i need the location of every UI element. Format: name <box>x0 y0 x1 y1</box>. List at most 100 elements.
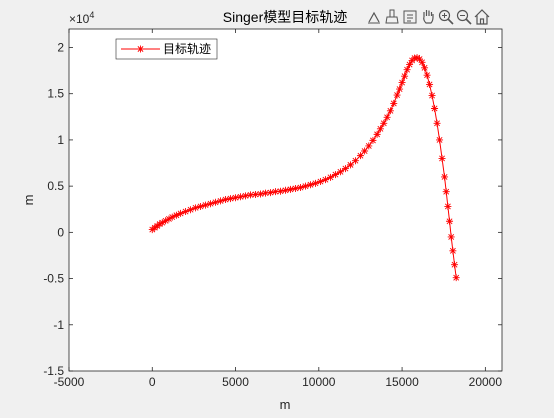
data-point-marker <box>411 54 419 62</box>
data-point-marker <box>237 193 245 201</box>
data-point-marker <box>373 130 381 138</box>
plot-area[interactable] <box>68 28 503 372</box>
data-point-marker <box>452 274 460 282</box>
brush-icon[interactable] <box>384 9 400 25</box>
y-tick-label: 2 <box>57 40 64 54</box>
data-point-marker <box>433 119 441 127</box>
data-point-marker <box>321 176 329 184</box>
data-point-marker <box>153 222 161 230</box>
y-tick-label: 0.5 <box>47 179 64 193</box>
data-point-marker <box>286 185 294 193</box>
data-point-marker <box>421 64 429 72</box>
data-point-marker <box>158 219 166 227</box>
data-point-marker <box>418 58 426 66</box>
legend[interactable]: 目标轨迹 <box>115 38 218 60</box>
data-point-marker <box>272 188 280 196</box>
series-layer <box>148 54 460 282</box>
data-point-marker <box>252 190 260 198</box>
x-tick-label: 0 <box>149 375 156 389</box>
data-point-marker <box>331 171 339 179</box>
data-point-marker <box>401 72 409 80</box>
data-point-marker <box>232 194 240 202</box>
data-point-marker <box>444 202 452 210</box>
y-tick-label: 1 <box>57 133 64 147</box>
legend-marker <box>137 45 144 53</box>
data-point-marker <box>438 154 446 162</box>
data-point-marker <box>380 119 388 127</box>
y-tick-label: -1.5 <box>43 364 64 378</box>
data-point-marker <box>172 211 180 219</box>
data-point-marker <box>356 152 364 160</box>
data-point-marker <box>436 136 444 144</box>
legend-entry-label: 目标轨迹 <box>163 42 211 56</box>
home-icon[interactable] <box>474 9 490 25</box>
data-point-marker <box>403 66 411 74</box>
data-point-marker <box>390 99 398 107</box>
data-point-marker <box>423 71 431 79</box>
x-tick-label: 5000 <box>222 375 249 389</box>
data-point-marker <box>396 85 404 93</box>
data-point-marker <box>447 233 455 241</box>
data-tips-icon[interactable] <box>366 9 382 25</box>
data-point-marker <box>148 226 156 234</box>
legend-box <box>115 38 218 60</box>
y-tick-label: 0 <box>57 225 64 239</box>
data-point-marker <box>413 54 421 62</box>
data-point-marker <box>277 187 285 195</box>
data-point-marker <box>151 224 159 232</box>
data-point-marker <box>311 179 319 187</box>
axes-toolbar <box>366 8 490 25</box>
y-exponent-label: ×104 <box>69 10 94 26</box>
data-point-marker <box>227 195 235 203</box>
data-point-marker <box>182 208 190 216</box>
data-point-marker <box>369 136 377 144</box>
data-point-marker <box>428 92 436 100</box>
link-plot-icon[interactable] <box>402 9 418 25</box>
data-point-marker <box>346 161 354 169</box>
axis-ticks <box>68 29 502 372</box>
zoom-in-icon[interactable] <box>438 9 454 25</box>
data-point-marker <box>168 213 176 221</box>
data-point-marker <box>361 147 369 155</box>
zoom-out-icon[interactable] <box>456 9 472 25</box>
data-point-marker <box>156 220 164 228</box>
data-point-marker <box>386 107 394 115</box>
data-point-marker <box>162 217 170 225</box>
data-point-marker <box>282 186 289 194</box>
chart-title: Singer模型目标轨迹 <box>223 9 347 25</box>
data-point-marker <box>376 125 384 133</box>
data-point-marker <box>341 165 349 173</box>
data-point-marker <box>212 198 220 206</box>
data-point-marker <box>416 55 424 63</box>
y-axis-label: m <box>21 195 36 206</box>
data-point-marker <box>192 204 200 212</box>
x-axis-label: m <box>280 397 291 412</box>
data-point-marker <box>137 45 144 53</box>
data-point-marker <box>165 215 173 223</box>
data-point-marker <box>217 197 225 205</box>
series-line <box>151 57 457 278</box>
data-point-marker <box>296 184 304 192</box>
data-point-marker <box>431 104 439 112</box>
data-point-marker <box>222 196 230 204</box>
data-point-marker <box>393 91 401 99</box>
tick-labels: -5000 0 5000 10000 15000 20000 -1.5 -1 -0.5 0 0.5 1… <box>43 40 502 389</box>
data-point-marker <box>197 202 205 210</box>
data-point-marker <box>442 188 450 196</box>
data-point-marker <box>441 173 449 181</box>
data-point-marker <box>291 184 299 192</box>
x-tick-label: 10000 <box>302 375 336 389</box>
data-point-marker <box>426 80 434 88</box>
y-tick-label: -1 <box>53 318 64 332</box>
data-point-marker <box>177 209 185 217</box>
x-tick-label: 15000 <box>385 375 419 389</box>
pan-hand-icon[interactable] <box>420 8 436 24</box>
y-tick-label: 1.5 <box>47 87 64 101</box>
data-point-marker <box>257 190 265 198</box>
data-point-marker <box>326 173 334 181</box>
data-point-marker <box>306 181 314 189</box>
x-tick-label: 20000 <box>469 375 503 389</box>
data-point-marker <box>336 168 344 176</box>
data-point-marker <box>247 191 255 199</box>
